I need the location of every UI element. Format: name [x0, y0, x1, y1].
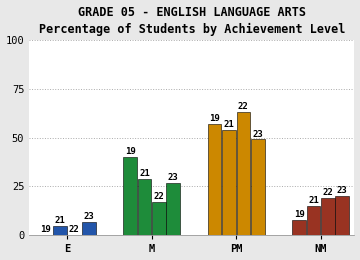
Text: 22: 22: [153, 192, 164, 201]
Bar: [222, 130, 236, 235]
Bar: [307, 206, 320, 235]
Bar: [208, 124, 221, 235]
Text: 21: 21: [139, 169, 150, 178]
Bar: [237, 112, 250, 235]
Bar: [336, 196, 349, 235]
Text: 21: 21: [224, 120, 234, 129]
Text: 23: 23: [252, 129, 263, 139]
Text: 21: 21: [55, 216, 66, 225]
Text: 19: 19: [294, 210, 305, 219]
Text: 19: 19: [125, 147, 135, 156]
Text: 22: 22: [69, 225, 80, 235]
Text: 23: 23: [337, 186, 347, 195]
Bar: [321, 198, 335, 235]
Text: 22: 22: [323, 188, 333, 197]
Text: 21: 21: [308, 196, 319, 205]
Text: 19: 19: [209, 114, 220, 123]
Text: 23: 23: [168, 173, 179, 181]
Bar: [53, 226, 67, 235]
Bar: [166, 183, 180, 235]
Bar: [251, 139, 265, 235]
Text: 19: 19: [40, 225, 51, 235]
Bar: [123, 157, 137, 235]
Bar: [138, 179, 151, 235]
Title: GRADE 05 - ENGLISH LANGUAGE ARTS
Percentage of Students by Achievement Level: GRADE 05 - ENGLISH LANGUAGE ARTS Percent…: [39, 5, 345, 36]
Text: 22: 22: [238, 102, 249, 111]
Text: 23: 23: [84, 212, 94, 221]
Bar: [152, 202, 166, 235]
Bar: [82, 222, 95, 235]
Bar: [292, 220, 306, 235]
